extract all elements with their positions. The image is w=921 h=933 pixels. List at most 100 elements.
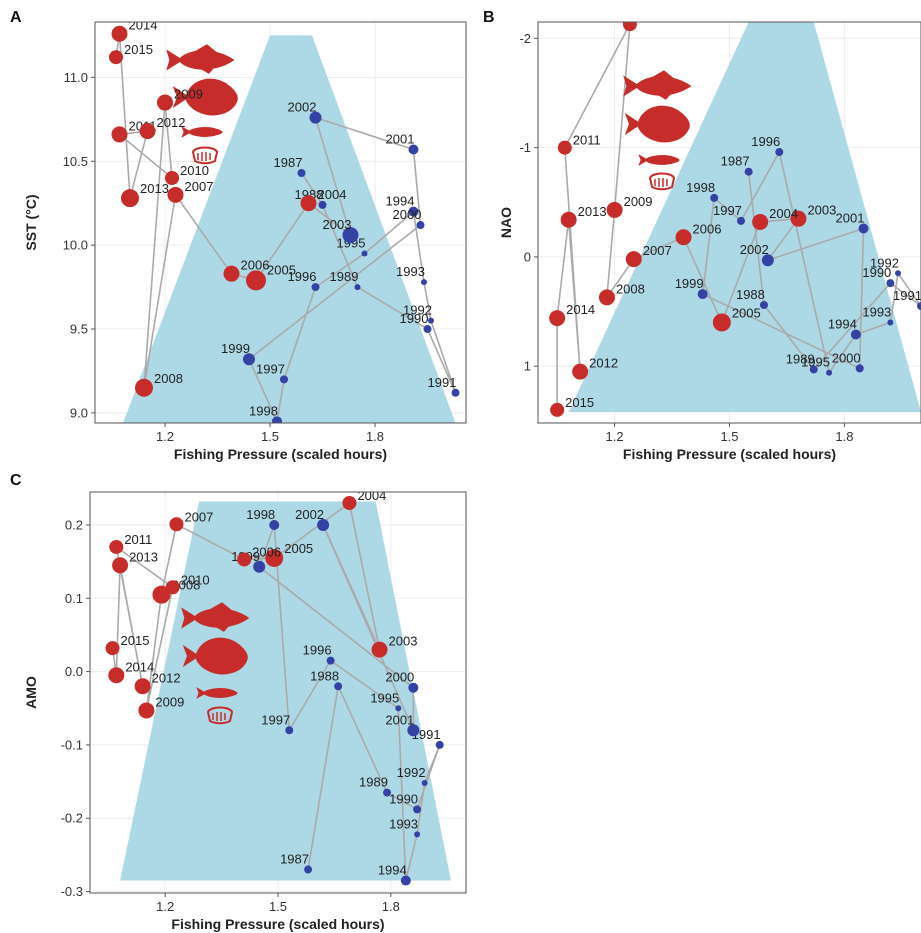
y-tick-label: -1: [519, 140, 531, 155]
data-label-2006: 2006: [241, 258, 270, 273]
y-tick-label: -0.1: [61, 737, 83, 752]
data-point-1989: [809, 365, 818, 374]
data-label-2004: 2004: [318, 187, 347, 202]
y-tick-label: 0.2: [65, 517, 83, 532]
data-label-2004: 2004: [357, 488, 386, 503]
data-label-2000: 2000: [832, 350, 861, 365]
x-tick-label: 1.2: [606, 429, 624, 444]
data-label-2012: 2012: [589, 356, 618, 371]
data-label-2010: 2010: [638, 9, 667, 24]
data-label-1994: 1994: [828, 316, 857, 331]
y-axis-title: AMO: [23, 676, 39, 709]
data-point-1991: [435, 740, 444, 749]
panel-letter: B: [483, 9, 495, 26]
data-point-2003: [371, 641, 388, 658]
data-label-1991: 1991: [893, 288, 921, 303]
data-label-2007: 2007: [185, 179, 214, 194]
data-point-2002: [761, 254, 774, 267]
data-point-2012: [134, 678, 151, 695]
data-label-2014: 2014: [566, 302, 595, 317]
data-point-2011: [557, 140, 572, 155]
data-point-2009: [606, 201, 623, 218]
data-point-2011: [111, 126, 128, 143]
data-point-1989: [383, 788, 392, 797]
data-label-1993: 1993: [389, 816, 418, 831]
data-label-2010: 2010: [180, 163, 209, 178]
data-label-1988: 1988: [295, 187, 324, 202]
data-label-1997: 1997: [713, 203, 742, 218]
data-label-2009: 2009: [155, 694, 184, 709]
x-axis-title: Fishing Pressure (scaled hours): [623, 446, 836, 462]
y-tick-label: 11.0: [64, 70, 88, 85]
data-point-1990: [413, 805, 422, 814]
data-label-1988: 1988: [310, 668, 339, 683]
data-point-2012: [139, 123, 156, 140]
data-point-2005: [246, 270, 266, 291]
data-point-1998: [272, 416, 282, 423]
data-label-1991: 1991: [428, 375, 457, 390]
data-point-2005: [265, 548, 284, 567]
data-point-2008: [152, 585, 171, 604]
data-label-1987: 1987: [721, 154, 750, 169]
data-point-2001: [408, 144, 419, 155]
data-label-1989: 1989: [786, 351, 815, 366]
data-point-2013: [112, 557, 129, 574]
data-point-2000: [855, 364, 864, 373]
data-label-2015: 2015: [124, 42, 153, 57]
data-point-1998: [710, 193, 719, 202]
y-tick-label: 10.5: [63, 154, 88, 169]
data-point-1997: [736, 216, 745, 225]
data-point-1996: [311, 283, 320, 292]
y-tick-label: 9.0: [70, 405, 88, 420]
data-label-2003: 2003: [807, 203, 836, 218]
y-axis-title: SST (°C): [23, 194, 39, 250]
data-label-2013: 2013: [140, 181, 169, 196]
data-label-2009: 2009: [174, 87, 203, 102]
data-label-1996: 1996: [751, 134, 780, 149]
x-tick-label: 1.5: [720, 429, 738, 444]
data-label-2001: 2001: [836, 211, 865, 226]
data-point-1988: [759, 300, 768, 309]
data-point-2001: [858, 223, 869, 234]
data-point-1993: [421, 279, 427, 286]
data-label-2015: 2015: [565, 395, 594, 410]
panel-a: 1987198819891990199119921993199419951996…: [10, 9, 467, 462]
data-point-1991: [917, 302, 921, 311]
data-label-1987: 1987: [274, 155, 303, 170]
data-point-1988: [318, 200, 327, 209]
data-label-1996: 1996: [303, 643, 332, 658]
data-point-2010: [622, 22, 637, 32]
data-point-2014: [549, 310, 566, 327]
data-label-2002: 2002: [295, 507, 324, 522]
data-label-2007: 2007: [643, 243, 672, 258]
data-label-2004: 2004: [769, 206, 798, 221]
y-tick-label: 0: [524, 249, 531, 264]
data-label-2013: 2013: [129, 549, 158, 564]
x-axis-title: Fishing Pressure (scaled hours): [171, 916, 384, 932]
data-label-2003: 2003: [323, 217, 352, 232]
data-point-1999: [253, 560, 266, 573]
data-point-1995: [395, 705, 402, 712]
y-tick-label: 10.0: [63, 238, 88, 253]
data-point-2007: [169, 517, 184, 532]
data-label-2008: 2008: [154, 371, 183, 386]
data-point-1992: [895, 270, 902, 277]
data-label-2001: 2001: [386, 132, 415, 147]
data-point-1991: [451, 388, 460, 397]
data-point-1993: [887, 319, 894, 326]
safe-region: [568, 22, 921, 413]
data-point-2014: [111, 25, 128, 42]
panel-c: 1987198819891990199119921993199419951996…: [10, 472, 467, 932]
x-axis-title: Fishing Pressure (scaled hours): [174, 446, 387, 462]
data-point-2013: [121, 189, 139, 208]
x-tick-label: 1.5: [269, 899, 287, 914]
data-point-1997: [285, 726, 294, 735]
y-tick-label: -0.2: [61, 811, 83, 826]
data-point-2007: [625, 251, 642, 268]
data-point-1990: [886, 279, 895, 288]
data-label-1998: 1998: [246, 507, 275, 522]
data-point-2005: [712, 313, 731, 332]
data-label-1992: 1992: [397, 765, 426, 780]
data-point-1996: [326, 656, 335, 665]
data-point-1995: [826, 369, 833, 376]
